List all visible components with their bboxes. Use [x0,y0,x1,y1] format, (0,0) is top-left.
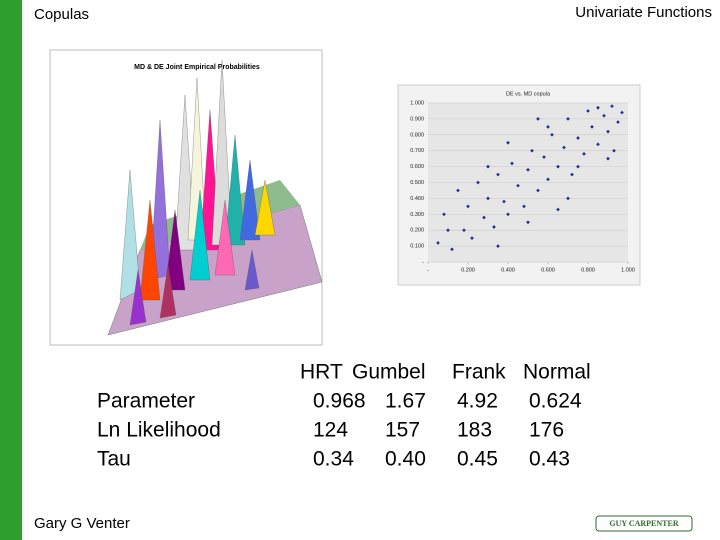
row-label: Tau [97,448,131,471]
spike [129,269,147,326]
logo: GUY CARPENTER [609,519,678,528]
point [456,188,460,193]
point [506,140,510,145]
cell: 0.45 [457,448,498,471]
cell: 183 [457,419,492,442]
cell: 0.968 [313,390,366,413]
author: Gary G Venter [34,515,130,532]
y-tick-label: 0.500 [410,180,424,186]
point [476,180,480,185]
spike [139,199,161,301]
point [516,183,520,188]
cell: 157 [385,419,420,442]
cell: 0.34 [313,448,354,471]
spike [239,159,261,241]
spike [244,249,260,291]
point [442,212,446,217]
cell: 124 [313,419,348,442]
point [492,225,496,229]
y-tick-label: 1.000 [410,100,424,106]
cell: 4.92 [457,390,498,413]
side-bar [0,0,22,540]
cell: 1.67 [385,390,426,413]
column-header: HRT [300,361,343,384]
column-header: Gumbel [352,361,426,384]
spike [214,199,236,276]
column-header: Normal [523,361,591,384]
point [486,196,490,201]
point [486,164,490,169]
spike [149,119,171,281]
point [502,199,506,204]
spike [159,264,177,319]
point [462,228,466,233]
spike [224,134,246,246]
point [466,204,470,209]
y-tick-label: 0.400 [410,196,424,202]
x-tick-label: - [427,267,429,273]
cell: 0.40 [385,448,426,471]
figure-3d: MD & DE Joint Empirical Probabilities [49,49,323,346]
scatter-title: DE vs. MD copula [506,91,551,97]
row-label: Parameter [97,390,195,413]
spike [119,169,141,301]
y-tick-label: 0.100 [410,244,424,250]
y-tick-label: 0.800 [410,132,424,138]
y-tick-label: 0.700 [410,148,424,154]
point [436,241,440,245]
point [470,236,474,240]
x-tick-label: 0.200 [461,267,475,273]
y-tick-label: 0.600 [410,164,424,170]
cell: 0.43 [529,448,570,471]
point [496,172,500,177]
scatter: - 0.100 0.200 0.300 0.400 0.500 0.600 0.700 0.80… [410,100,635,273]
y-tick-label: 0.900 [410,116,424,122]
section-title: Univariate Functions [575,4,712,21]
slide-title: Copulas [34,6,89,23]
x-tick-label: 0.600 [541,267,555,273]
x-tick-label: 0.400 [501,267,515,273]
y-tick-label: 0.200 [410,228,424,234]
point [446,228,450,233]
y-tick-label: - [422,259,424,265]
point [496,244,500,248]
spike [189,189,211,281]
x-tick-label: 1.000 [621,267,635,273]
x-tick-label: 0.800 [581,267,595,273]
cell: 176 [529,419,564,442]
table: HRT Gumbel Frank Normal Parameter 0.968 1.67 4.… [97,361,591,471]
point [506,212,510,217]
point [510,161,514,166]
logo-box [595,515,693,532]
point [606,156,610,161]
figure-title: MD & DE Joint Empirical Probabilities [134,64,260,71]
column-header: Frank [452,361,506,384]
point [450,247,454,252]
row-label: Ln Likelihood [97,419,221,442]
spike [254,179,276,236]
spike [164,209,186,291]
point [482,215,486,220]
cell: 0.624 [529,390,582,413]
point [566,196,570,201]
point [606,129,610,134]
y-tick-label: 0.300 [410,212,424,218]
